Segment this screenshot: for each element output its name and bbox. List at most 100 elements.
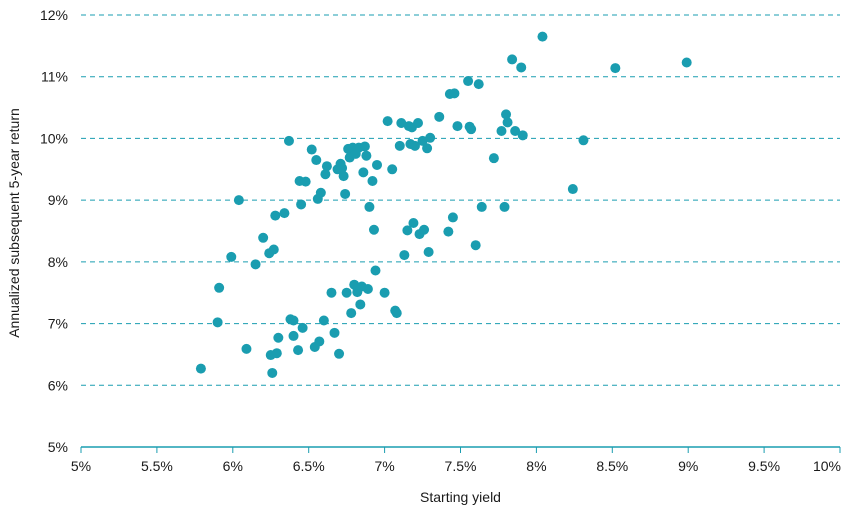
data-point (368, 224, 379, 235)
data-point (423, 246, 434, 257)
data-point (358, 167, 369, 178)
data-point (452, 121, 463, 132)
data-point (341, 287, 352, 298)
data-point (273, 332, 284, 343)
data-point (315, 187, 326, 198)
data-point (241, 343, 252, 354)
data-point (466, 124, 477, 135)
data-point (470, 240, 481, 251)
data-point (314, 336, 325, 347)
data-point (488, 153, 499, 164)
data-point (306, 144, 317, 155)
data-point (195, 363, 206, 374)
data-point (425, 132, 436, 143)
x-tick-label: 5% (71, 458, 91, 474)
data-point (279, 208, 290, 219)
y-tick-label: 11% (41, 69, 68, 85)
data-point (507, 54, 518, 65)
data-point (359, 141, 370, 152)
data-point (355, 299, 366, 310)
data-point (463, 76, 474, 87)
data-point (516, 62, 527, 73)
data-point (311, 155, 322, 166)
data-point (417, 135, 428, 146)
data-point (501, 109, 512, 120)
data-point (517, 130, 528, 141)
data-point (443, 226, 454, 237)
y-tick-label: 10% (40, 130, 68, 146)
x-tick-label: 8% (526, 458, 546, 474)
y-tick-label: 5% (48, 439, 68, 455)
data-point (297, 322, 308, 333)
data-point (510, 126, 521, 137)
data-point (367, 176, 378, 187)
x-tick-label: 6.5% (293, 458, 325, 474)
data-points (195, 31, 692, 378)
x-tick-label: 10% (813, 458, 841, 474)
data-point (372, 159, 383, 170)
data-point (419, 224, 430, 235)
data-point (288, 315, 299, 326)
data-point (337, 163, 348, 174)
data-point (233, 195, 244, 206)
data-point (334, 348, 345, 359)
data-point (288, 330, 299, 341)
y-axis-ticks: 5% 6% 7% 8% 9% 10% 11% 12% (40, 7, 68, 455)
y-tick-label: 6% (48, 377, 68, 393)
data-point (496, 126, 507, 137)
data-point (567, 184, 578, 195)
data-point (329, 327, 340, 338)
data-point (296, 199, 307, 210)
gridlines (81, 14, 840, 386)
data-point (399, 250, 410, 261)
data-point (283, 135, 294, 146)
data-point (681, 57, 692, 68)
data-point (402, 225, 413, 236)
x-tick-label: 9.5% (748, 458, 780, 474)
x-tick-label: 7.5% (445, 458, 477, 474)
data-point (270, 210, 281, 221)
data-point (271, 348, 282, 359)
data-point (610, 63, 621, 74)
x-tick-label: 8.5% (596, 458, 628, 474)
data-point (473, 79, 484, 90)
data-point (391, 308, 402, 319)
y-tick-label: 8% (48, 254, 68, 270)
data-point (379, 287, 390, 298)
data-point (268, 244, 279, 255)
data-point (318, 315, 329, 326)
data-point (326, 287, 337, 298)
data-point (293, 345, 304, 356)
data-point (499, 201, 510, 212)
data-point (394, 140, 405, 151)
data-point (578, 135, 589, 146)
y-tick-label: 12% (40, 7, 68, 23)
data-point (321, 161, 332, 172)
data-point (370, 265, 381, 276)
data-point (267, 367, 278, 378)
data-point (502, 117, 513, 128)
data-point (364, 201, 375, 212)
data-point (449, 88, 460, 99)
x-tick-label: 9% (678, 458, 698, 474)
data-point (361, 150, 372, 161)
data-point (338, 171, 349, 182)
data-point (300, 176, 311, 187)
data-point (258, 232, 269, 243)
data-point (382, 116, 393, 127)
data-point (320, 169, 331, 180)
data-point (434, 111, 445, 122)
x-tick-label: 5.5% (141, 458, 173, 474)
y-tick-label: 9% (48, 192, 68, 208)
data-point (340, 188, 351, 199)
data-point (387, 164, 398, 175)
data-point (412, 118, 423, 128)
data-point (226, 251, 237, 262)
x-axis-ticks: 5% 5.5% 6% 6.5% 7% 7.5% 8% 8.5% 9% 9.5% 10% (71, 447, 841, 474)
data-point (476, 201, 487, 212)
data-point (537, 31, 548, 42)
y-axis-title: Annualized subsequent 5-year return (6, 108, 22, 338)
data-point (447, 212, 458, 223)
data-point (362, 284, 373, 295)
